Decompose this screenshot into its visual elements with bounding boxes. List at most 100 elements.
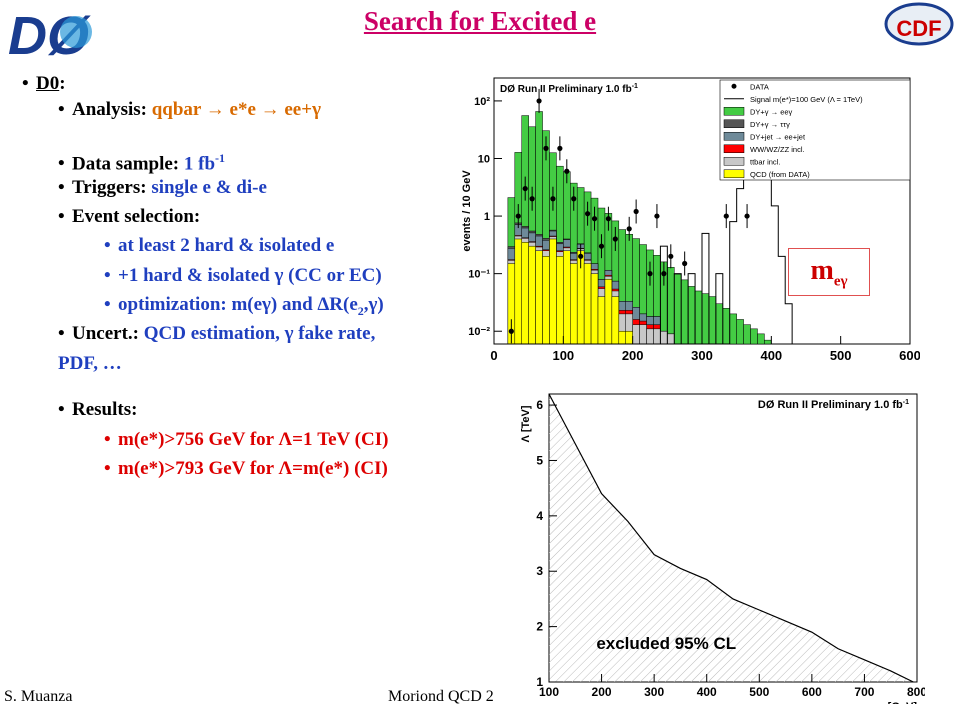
y-tick-label: 10⁻¹ [468, 269, 490, 281]
y-tick-label: 10² [474, 96, 490, 108]
legend-label: DY+jet → ee+jet [750, 132, 806, 141]
bar-qcd-from-data- [528, 245, 536, 345]
sel3-text: optimization: m(eγ) and ΔR(e [118, 294, 358, 315]
legend-label: DY+γ → eeγ [750, 107, 793, 116]
data-point [550, 196, 556, 202]
bullet-triggers: • Triggers: single e & di-e [58, 177, 267, 198]
triggers-label: Triggers: [72, 177, 152, 198]
data-point [682, 260, 688, 267]
data-point [598, 243, 605, 249]
legend-box [719, 79, 911, 181]
bullet-res1: • m(e*)>756 GeV for Λ=1 TeV (CI) [104, 429, 389, 450]
bullet-sel3: • optimization: m(eγ) and ΔR(e2,γ) [104, 294, 384, 318]
bar-qcd-from-data- [535, 250, 543, 345]
x-tick-label: 400 [697, 685, 717, 699]
data-point [571, 196, 577, 202]
footer-conference: Moriond QCD 2 [388, 688, 494, 705]
x-tick-label: 800 [907, 685, 925, 699]
data-point [626, 226, 632, 232]
x-tick-label: 300 [691, 348, 713, 363]
bar-dy-ee- [757, 333, 765, 345]
mass-label-sub: eγ [833, 273, 848, 290]
bar-dy-ee- [708, 296, 717, 345]
y-tick-label: 10 [478, 153, 490, 165]
sel3-sub: 2 [357, 303, 364, 318]
data-point [661, 271, 667, 277]
chart-title: DØ Run II Preliminary 1.0 fb-1 [500, 83, 638, 95]
chart-title-sup: -1 [903, 399, 909, 406]
bar-qcd-from-data- [604, 278, 613, 345]
legend-label: DATA [750, 82, 769, 91]
y-tick-label: 2 [536, 620, 543, 634]
x-tick-label: 500 [830, 348, 852, 363]
results-label: Results: [72, 399, 138, 420]
x-tick-label: 300 [644, 685, 664, 699]
uncert-value: QCD estimation, γ fake rate, [143, 323, 376, 344]
bar-ttbar-incl- [632, 324, 640, 345]
bar-qcd-from-data- [542, 256, 550, 345]
x-tick-label: 600 [802, 685, 822, 699]
bullet-sel2: • +1 hard & isolated γ (CC or EC) [104, 265, 382, 286]
legend-swatch [723, 132, 745, 141]
legend-label: WW/WZ/ZZ incl. [750, 145, 805, 154]
data-point [508, 328, 514, 334]
x-tick-label: 100 [539, 685, 559, 699]
x-tick-label: 0 [490, 348, 497, 363]
bar-dy-ee- [729, 313, 737, 345]
data-point [522, 185, 528, 192]
data-point [633, 208, 639, 215]
sel2-text: +1 hard & isolated γ (CC or EC) [118, 265, 382, 286]
x-tick-label: 600 [899, 348, 920, 363]
legend-swatch [723, 157, 745, 166]
data-point [564, 168, 570, 174]
y-tick-label: 4 [536, 509, 543, 523]
y-tick-label: 3 [536, 564, 543, 578]
bullet-analysis: • Analysis: qqbar → e*e → ee+γ [58, 99, 321, 120]
cdf-logo: CDF [884, 2, 954, 46]
analysis-label: Analysis: [72, 99, 152, 120]
chart-title-sup: -1 [632, 83, 638, 90]
data-point [591, 216, 598, 222]
x-axis-label: me* [GeV] [867, 701, 917, 704]
data-point [654, 213, 660, 219]
selection-label: Event selection: [72, 206, 201, 227]
legend-label: ttbar incl. [750, 157, 780, 166]
bar-dy-ee- [743, 324, 751, 345]
bullet-res2: • m(e*)>793 GeV for Λ=m(e*) (CI) [104, 458, 388, 479]
mass-label-main: m [810, 255, 834, 286]
data-point [585, 211, 591, 217]
data-point [723, 213, 729, 219]
triggers-value: single e & di-e [151, 177, 267, 198]
x-tick-label: 100 [552, 348, 574, 363]
data-point [612, 236, 618, 242]
bullet-data-sample: • Data sample: 1 fb-1 [58, 151, 226, 175]
bar-dy-ee- [674, 273, 682, 345]
x-tick-label: 400 [760, 348, 782, 363]
exclusion-annotation: excluded 95% CL [596, 634, 736, 653]
bar-ttbar-incl- [660, 330, 668, 345]
sample-value: 1 fb [183, 153, 216, 175]
d0-heading: D0 [36, 73, 60, 94]
bullet-event-selection: • Event selection: [58, 206, 201, 227]
analysis-value: qqbar → e*e → ee+γ [151, 99, 321, 120]
data-point [529, 196, 535, 202]
bar-qcd-from-data- [625, 330, 633, 345]
y-axis-label: events / 10 GeV [461, 170, 473, 252]
signal-bin [715, 273, 724, 345]
bar-dy-ee- [687, 286, 696, 345]
y-tick-label: 1 [536, 675, 543, 689]
bar-qcd-from-data- [563, 250, 571, 345]
exclusion-chart: 100 200 300 400 500 600 700 800 1 2 3 4 5 6 me* [GeV] Λ… [520, 393, 925, 704]
bar-qcd-from-data- [549, 238, 557, 345]
excluded-region [549, 394, 914, 682]
y-tick-label: 1 [484, 211, 490, 223]
x-tick-label: 200 [592, 685, 612, 699]
bullet-results: • Results: [58, 399, 138, 420]
data-point [578, 253, 584, 259]
bar-qcd-from-data- [521, 242, 529, 345]
data-point [647, 271, 653, 277]
y-axis-label: Λ [TeV] [520, 405, 532, 442]
uncert-value-line2: PDF, … [58, 353, 122, 374]
bar-dy-ee- [715, 303, 724, 345]
footer-author: S. Muanza [4, 688, 73, 705]
